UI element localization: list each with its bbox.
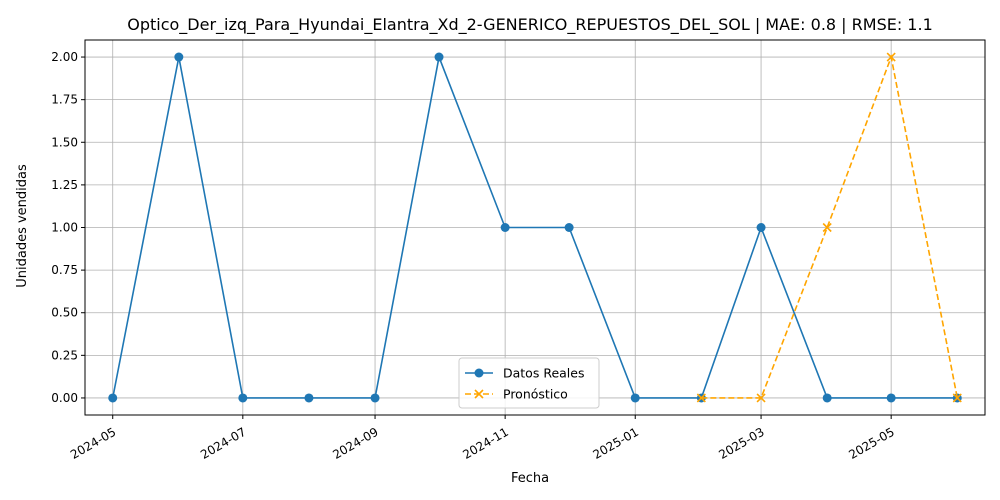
y-axis: 0.00 0.25 0.50 0.75 1.00 1.25 1.50 1.75 2.00 <box>51 50 85 405</box>
x-tick-label: 2024-07 <box>198 425 248 462</box>
data-point <box>886 52 896 62</box>
series-line <box>701 54 959 399</box>
y-tick-label: 1.75 <box>51 93 78 107</box>
y-axis-label: Unidades vendidas <box>15 164 30 288</box>
y-tick-label: 2.00 <box>51 50 78 64</box>
x-tick-label: 2025-03 <box>716 425 766 462</box>
x-tick-label: 2024-05 <box>68 425 118 462</box>
x-tick-label: 2024-11 <box>460 425 510 462</box>
legend-item: Datos Reales <box>465 366 584 381</box>
data-point <box>886 393 896 403</box>
legend-item: Pronóstico <box>465 387 568 402</box>
series-pronostico <box>696 52 962 403</box>
data-point <box>822 393 832 403</box>
data-point <box>564 223 574 232</box>
data-point <box>756 393 766 403</box>
x-axis: 2024-05 2024-07 2024-09 2024-11 2025-01 2025-… <box>68 415 897 462</box>
data-point <box>370 393 380 403</box>
x-tick-label: 2024-09 <box>330 425 380 462</box>
y-tick-label: 1.25 <box>51 178 78 192</box>
series-layer <box>108 52 962 403</box>
legend-label: Datos Reales <box>503 366 584 381</box>
x-tick-label: 2025-01 <box>591 425 641 462</box>
y-tick-label: 0.00 <box>51 391 78 405</box>
data-point <box>434 52 444 62</box>
grid-lines <box>85 40 985 415</box>
legend-marker <box>474 389 484 399</box>
legend: Datos Reales Pronóstico <box>458 357 600 409</box>
data-point <box>500 223 510 232</box>
data-point <box>822 222 832 233</box>
data-point <box>304 393 314 403</box>
legend-marker <box>474 368 484 378</box>
data-point <box>696 393 706 403</box>
chart-title: Optico_Der_izq_Para_Hyundai_Elantra_Xd_2… <box>127 15 933 35</box>
y-tick-label: 0.50 <box>51 306 78 320</box>
data-point <box>174 52 184 62</box>
data-point <box>952 393 962 403</box>
legend-box <box>458 357 600 409</box>
legend-label: Pronóstico <box>503 387 568 402</box>
x-tick-label: 2025-05 <box>846 425 896 462</box>
y-tick-label: 0.25 <box>51 348 78 362</box>
series-line <box>111 54 958 399</box>
data-point <box>108 393 118 403</box>
y-tick-label: 1.50 <box>51 135 78 149</box>
data-point <box>630 393 640 403</box>
y-tick-label: 0.75 <box>51 263 78 277</box>
data-point <box>238 393 248 403</box>
x-axis-label: Fecha <box>511 471 549 486</box>
data-point <box>756 223 766 232</box>
y-tick-label: 1.00 <box>51 221 78 235</box>
